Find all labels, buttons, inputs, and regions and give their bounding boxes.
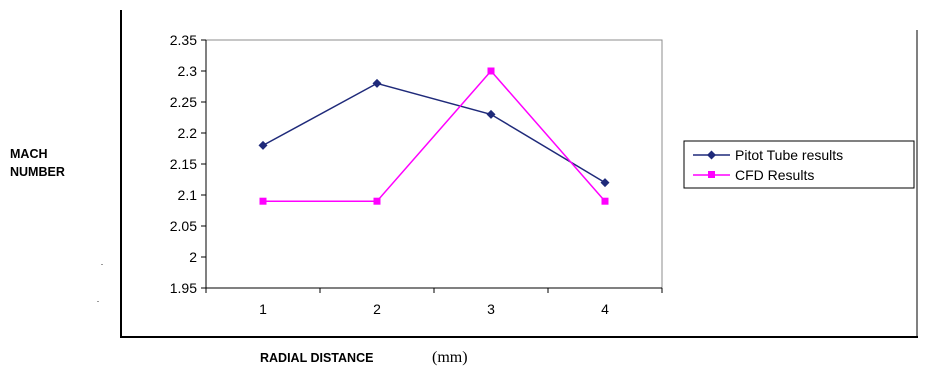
x-tick-label: 2 <box>373 301 381 317</box>
data-point-pitot <box>372 78 382 88</box>
legend-label-pitot: Pitot Tube results <box>735 147 843 163</box>
x-axis-title-unit: (mm) <box>432 349 468 366</box>
y-tick-label: 2.35 <box>170 32 197 48</box>
data-point-pitot <box>258 140 268 150</box>
data-point-cfd <box>259 197 267 205</box>
x-ticks: 1 2 3 4 <box>205 288 663 317</box>
series-layer <box>258 67 610 205</box>
legend-label-cfd: CFD Results <box>735 167 814 183</box>
data-point-cfd <box>373 197 381 205</box>
legend-box <box>683 140 915 189</box>
y-tick-label: 2 <box>189 249 197 265</box>
speck-1 <box>101 264 103 265</box>
y-ticks: 2.35 2.3 2.25 2.2 2.15 2.1 2.05 2 1.95 <box>170 32 206 296</box>
plot-area <box>205 39 663 289</box>
data-point-pitot <box>600 178 610 188</box>
legend: Pitot Tube results CFD Results <box>683 140 915 189</box>
y-axis-title-line1: MACH <box>10 147 48 161</box>
speck-2 <box>97 301 99 302</box>
series-line-cfd <box>263 69 606 202</box>
x-axis-title: RADIAL DISTANCE <box>260 351 373 365</box>
y-axis-title-line2: NUMBER <box>10 165 65 179</box>
y-tick-label: 2.05 <box>170 218 197 234</box>
legend-pitot-marker <box>707 150 716 160</box>
y-tick-label: 2.2 <box>178 125 198 141</box>
data-point-cfd <box>487 67 495 75</box>
y-tick-label: 1.95 <box>170 280 197 296</box>
series-line-pitot <box>262 82 606 184</box>
data-point-pitot <box>486 109 496 119</box>
y-tick-label: 2.15 <box>170 156 197 172</box>
y-tick-label: 2.3 <box>178 63 198 79</box>
legend-cfd-marker <box>708 171 715 178</box>
x-tick-label: 3 <box>487 301 495 317</box>
y-tick-label: 2.25 <box>170 94 197 110</box>
y-tick-label: 2.1 <box>178 187 198 203</box>
x-tick-label: 1 <box>259 301 267 317</box>
x-tick-label: 4 <box>601 301 609 317</box>
data-point-cfd <box>601 197 609 205</box>
